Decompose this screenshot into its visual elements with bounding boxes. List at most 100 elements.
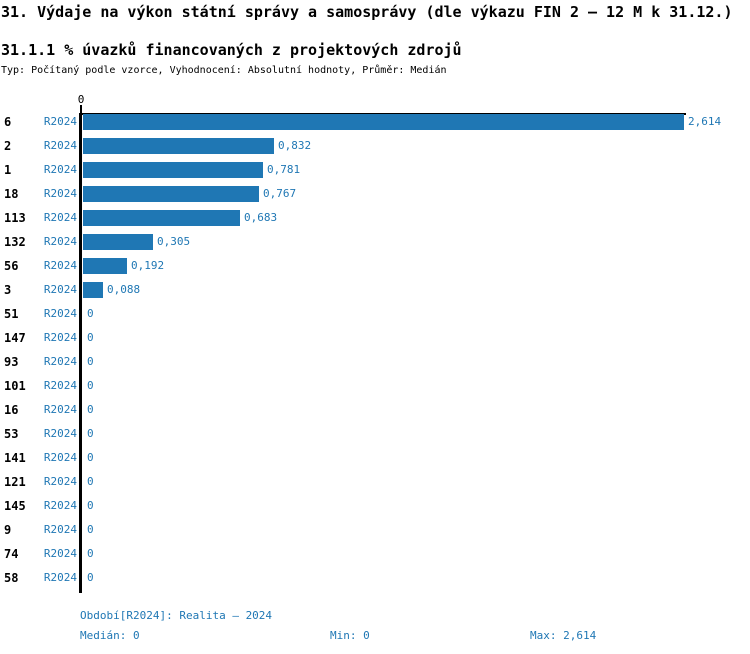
bar-value-label: 0 xyxy=(87,355,94,368)
bar-value-label: 0,832 xyxy=(278,139,312,152)
bar-value-label: 2,614 xyxy=(688,115,722,128)
chart-row: 121 R2024 0 xyxy=(0,470,750,494)
row-period-label: R2024 xyxy=(43,211,77,224)
row-category-label: 1 xyxy=(4,163,12,177)
chart-row: 147 R2024 0 xyxy=(0,326,750,350)
footer-median-label: Medián: 0 xyxy=(80,629,140,642)
row-category-label: 147 xyxy=(4,331,26,345)
row-period-label: R2024 xyxy=(43,379,77,392)
row-period-label: R2024 xyxy=(43,331,77,344)
chart-row: 9 R2024 0 xyxy=(0,518,750,542)
row-category-label: 51 xyxy=(4,307,19,321)
chart-row: 132 R2024 0,305 xyxy=(0,230,750,254)
chart-row: 141 R2024 0 xyxy=(0,446,750,470)
bar-value-label: 0 xyxy=(87,523,94,536)
bar-value-label: 0 xyxy=(87,475,94,488)
bar-value-label: 0,781 xyxy=(267,163,301,176)
bar-value-label: 0,305 xyxy=(157,235,191,248)
row-period-label: R2024 xyxy=(43,163,77,176)
chart-row: 53 R2024 0 xyxy=(0,422,750,446)
row-period-label: R2024 xyxy=(43,427,77,440)
x-axis-tick-label: 0 xyxy=(77,93,85,106)
row-category-label: 58 xyxy=(4,571,19,585)
chart-row: 51 R2024 0 xyxy=(0,302,750,326)
row-category-label: 141 xyxy=(4,451,26,465)
bar xyxy=(83,210,240,226)
bar-value-label: 0 xyxy=(87,451,94,464)
chart-rows: 6 R2024 2,614 2 R2024 0,832 1 R2024 0,781 18 R2024… xyxy=(0,110,750,590)
y-axis-line xyxy=(79,113,82,593)
chart-subtitle: 31.1.1 % úvazků financovaných z projekto… xyxy=(1,41,462,59)
row-category-label: 56 xyxy=(4,259,19,273)
chart-row: 58 R2024 0 xyxy=(0,566,750,590)
bar-value-label: 0 xyxy=(87,427,94,440)
row-period-label: R2024 xyxy=(43,451,77,464)
row-period-label: R2024 xyxy=(43,523,77,536)
row-category-label: 3 xyxy=(4,283,12,297)
chart-row: 2 R2024 0,832 xyxy=(0,134,750,158)
row-category-label: 18 xyxy=(4,187,19,201)
bar-value-label: 0,683 xyxy=(244,211,278,224)
row-category-label: 9 xyxy=(4,523,12,537)
chart-row: 145 R2024 0 xyxy=(0,494,750,518)
row-category-label: 16 xyxy=(4,403,19,417)
bar-value-label: 0 xyxy=(87,379,94,392)
footer-min-label: Min: 0 xyxy=(330,629,370,642)
row-period-label: R2024 xyxy=(43,235,77,248)
bar-value-label: 0 xyxy=(87,331,94,344)
bar xyxy=(83,162,263,178)
bar xyxy=(83,186,259,202)
row-category-label: 6 xyxy=(4,115,12,129)
row-period-label: R2024 xyxy=(43,115,77,128)
row-period-label: R2024 xyxy=(43,475,77,488)
row-category-label: 2 xyxy=(4,139,12,153)
row-period-label: R2024 xyxy=(43,307,77,320)
bar xyxy=(83,258,127,274)
row-period-label: R2024 xyxy=(43,259,77,272)
chart-meta-info: Typ: Počítaný podle vzorce, Vyhodnocení:… xyxy=(1,65,447,76)
row-period-label: R2024 xyxy=(43,403,77,416)
row-period-label: R2024 xyxy=(43,283,77,296)
row-period-label: R2024 xyxy=(43,499,77,512)
chart-row: 56 R2024 0,192 xyxy=(0,254,750,278)
bar-value-label: 0 xyxy=(87,547,94,560)
bar xyxy=(83,282,103,298)
chart-row: 3 R2024 0,088 xyxy=(0,278,750,302)
bar-value-label: 0 xyxy=(87,571,94,584)
row-category-label: 121 xyxy=(4,475,26,489)
row-category-label: 74 xyxy=(4,547,19,561)
bar xyxy=(83,138,274,154)
chart-row: 113 R2024 0,683 xyxy=(0,206,750,230)
bar-value-label: 0,192 xyxy=(131,259,165,272)
bar-value-label: 0,767 xyxy=(263,187,297,200)
row-category-label: 53 xyxy=(4,427,19,441)
row-category-label: 113 xyxy=(4,211,26,225)
row-period-label: R2024 xyxy=(43,571,77,584)
chart-row: 74 R2024 0 xyxy=(0,542,750,566)
row-category-label: 93 xyxy=(4,355,19,369)
bar xyxy=(83,114,684,130)
bar xyxy=(83,234,153,250)
row-period-label: R2024 xyxy=(43,355,77,368)
bar-value-label: 0 xyxy=(87,307,94,320)
chart-row: 101 R2024 0 xyxy=(0,374,750,398)
chart-row: 1 R2024 0,781 xyxy=(0,158,750,182)
row-category-label: 132 xyxy=(4,235,26,249)
chart-row: 6 R2024 2,614 xyxy=(0,110,750,134)
x-axis-tick-mark xyxy=(80,105,82,113)
row-period-label: R2024 xyxy=(43,187,77,200)
row-category-label: 101 xyxy=(4,379,26,393)
chart-row: 93 R2024 0 xyxy=(0,350,750,374)
page-title: 31. Výdaje na výkon státní správy a samo… xyxy=(1,3,733,21)
chart-row: 18 R2024 0,767 xyxy=(0,182,750,206)
footer-max-label: Max: 2,614 xyxy=(530,629,597,642)
footer-period-label: Období[R2024]: Realita – 2024 xyxy=(80,609,273,622)
row-period-label: R2024 xyxy=(43,139,77,152)
row-category-label: 145 xyxy=(4,499,26,513)
row-period-label: R2024 xyxy=(43,547,77,560)
bar-value-label: 0 xyxy=(87,403,94,416)
chart-row: 16 R2024 0 xyxy=(0,398,750,422)
bar-value-label: 0 xyxy=(87,499,94,512)
bar-value-label: 0,088 xyxy=(107,283,141,296)
